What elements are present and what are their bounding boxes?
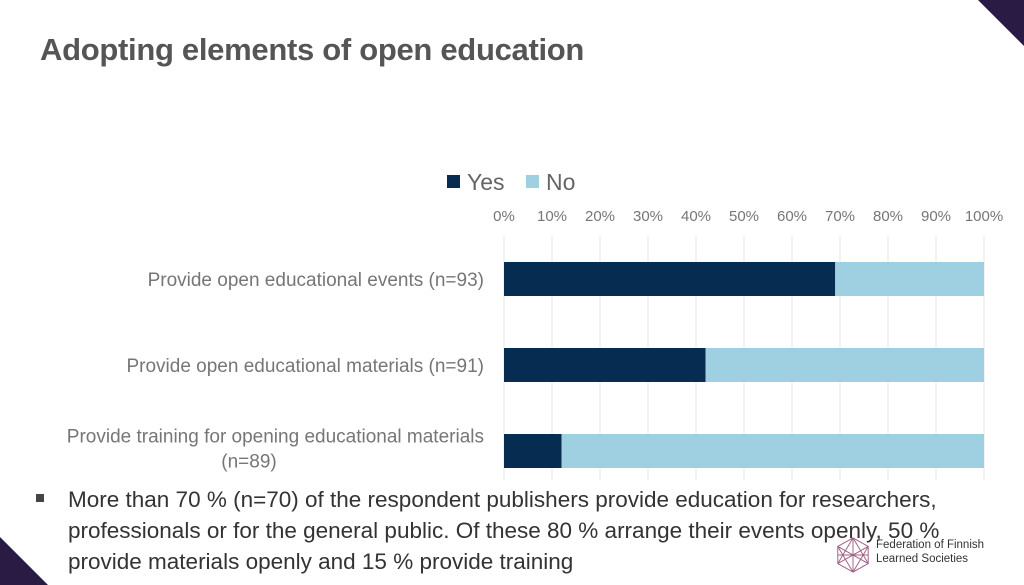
x-tick-label: 90% — [921, 208, 951, 225]
logo-line-2: Learned Societies — [876, 553, 969, 565]
x-tick-label: 30% — [633, 208, 663, 225]
x-tick-label: 10% — [537, 208, 567, 225]
federation-logo[interactable]: Federation of Finnish Learned Societies — [834, 534, 1020, 580]
category-label: Provide open educational materials (n=91… — [126, 356, 484, 377]
x-tick-label: 80% — [873, 208, 903, 225]
legend-label-no: No — [546, 169, 575, 195]
bar-yes — [504, 348, 706, 382]
bar-no — [835, 262, 984, 296]
corner-decoration-bottom-left — [0, 537, 48, 585]
legend-label-yes: Yes — [467, 169, 505, 195]
logo-text: Federation of Finnish Learned Societies — [876, 538, 984, 566]
x-tick-label: 20% — [585, 208, 615, 225]
page-title: Adopting elements of open education — [40, 32, 585, 67]
x-tick-label: 50% — [729, 208, 759, 225]
category-label: Provide open educational events (n=93) — [148, 270, 484, 291]
network-logo-icon — [837, 537, 869, 573]
category-label: Provide training for opening educational… — [67, 427, 484, 473]
legend-swatch-no — [526, 175, 539, 188]
bar-no — [561, 434, 984, 468]
bar-no — [705, 348, 984, 382]
bullet-point: More than 70 % (n=70) of the respondent … — [36, 484, 956, 577]
corner-decoration-top-right — [978, 0, 1024, 46]
bar-yes — [504, 262, 836, 296]
x-tick-label: 100% — [965, 208, 1003, 225]
x-tick-label: 70% — [825, 208, 855, 225]
x-tick-label: 60% — [777, 208, 807, 225]
stacked-bar-chart: 0% 10% 20% 30% 40% 50% 60% 70% 80% 90% 100% Yes No Pr… — [67, 169, 1003, 480]
logo-line-1: Federation of Finnish — [876, 539, 985, 551]
legend-swatch-yes — [447, 175, 460, 188]
x-tick-label: 0% — [493, 208, 515, 225]
x-tick-label: 40% — [681, 208, 711, 225]
bullet-text: More than 70 % (n=70) of the respondent … — [68, 487, 940, 574]
bar-yes — [504, 434, 562, 468]
square-bullet-icon — [36, 494, 44, 502]
